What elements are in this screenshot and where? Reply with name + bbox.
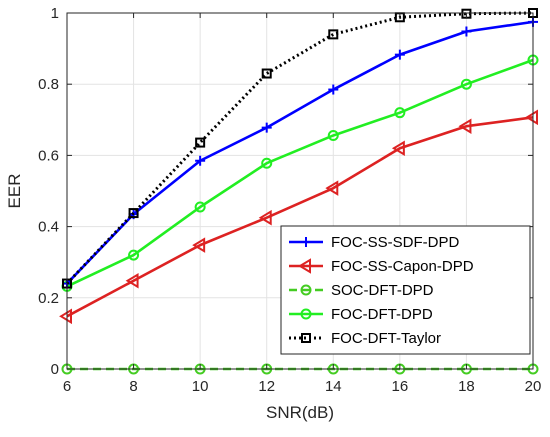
y-tick-label: 1 bbox=[51, 5, 59, 22]
y-tick-label: 0.6 bbox=[38, 147, 59, 164]
data-point bbox=[194, 201, 206, 213]
series-line bbox=[65, 11, 534, 285]
y-tick-label: 0 bbox=[51, 361, 59, 378]
plot-frame bbox=[66, 12, 534, 370]
y-tick-label: 0.4 bbox=[38, 219, 59, 236]
data-point bbox=[258, 209, 272, 226]
x-axis-label: SNR(dB) bbox=[266, 403, 334, 422]
series-line bbox=[66, 20, 534, 285]
x-tick-label: 14 bbox=[325, 378, 342, 395]
ticks: 6 8 10 12 14 16 18 20 0 0.2 0.4 0.6 0.8 1 bbox=[38, 5, 541, 395]
data-point bbox=[461, 26, 472, 37]
x-tick-label: 6 bbox=[63, 378, 71, 395]
y-axis-label: EER bbox=[5, 174, 24, 209]
data-point bbox=[192, 237, 206, 253]
data-point bbox=[195, 155, 206, 166]
legend-swatch-marker bbox=[300, 284, 312, 296]
series-line bbox=[66, 116, 534, 318]
legend-label: FOC-DFT-DPD bbox=[331, 306, 433, 323]
legend-label: FOC-DFT-Taylor bbox=[331, 330, 441, 347]
data-point bbox=[525, 109, 538, 126]
legend-item: FOC-SS-SDF-DPD bbox=[289, 234, 459, 251]
data-point bbox=[261, 122, 272, 133]
data-point bbox=[59, 308, 72, 325]
data-point bbox=[195, 137, 206, 148]
legend-label: FOC-SS-SDF-DPD bbox=[331, 234, 459, 251]
data-point bbox=[261, 157, 273, 169]
legend-item: FOC-DFT-Taylor bbox=[289, 330, 441, 347]
data-point bbox=[128, 208, 139, 219]
data-point bbox=[261, 68, 272, 79]
x-tick-label: 12 bbox=[258, 378, 275, 395]
legend: FOC-SS-SDF-DPD FOC-SS-Capon-DPD SOC-DFT-DP… bbox=[280, 225, 531, 355]
x-tick-label: 16 bbox=[392, 378, 409, 395]
y-tick-label: 0.8 bbox=[38, 76, 59, 93]
legend-item: FOC-SS-Capon-DPD bbox=[289, 258, 474, 275]
data-point bbox=[327, 129, 339, 141]
x-tick-label: 8 bbox=[129, 378, 137, 395]
data-point bbox=[328, 29, 339, 40]
data-point bbox=[391, 140, 405, 157]
data-point bbox=[458, 118, 472, 134]
data-point bbox=[125, 272, 139, 289]
x-tick-label: 10 bbox=[192, 378, 209, 395]
data-point bbox=[328, 84, 339, 95]
legend-item: SOC-DFT-DPD bbox=[289, 282, 434, 299]
legend-swatch-marker bbox=[300, 308, 312, 320]
legend-label: FOC-SS-Capon-DPD bbox=[331, 258, 474, 275]
legend-swatch-marker bbox=[301, 237, 311, 247]
y-tick-label: 0.2 bbox=[38, 290, 59, 307]
x-tick-label: 20 bbox=[525, 378, 542, 395]
x-tick-label: 18 bbox=[458, 378, 475, 395]
series-foc-ss-capon-dpd bbox=[59, 109, 538, 325]
legend-item: FOC-DFT-DPD bbox=[289, 306, 433, 323]
data-point bbox=[394, 49, 405, 60]
data-point bbox=[394, 107, 406, 119]
legend-label: SOC-DFT-DPD bbox=[331, 282, 434, 299]
legend-swatch-marker bbox=[301, 333, 311, 343]
data-point bbox=[325, 180, 339, 196]
legend-swatch-marker bbox=[298, 258, 311, 274]
data-point bbox=[460, 78, 472, 90]
data-point bbox=[128, 249, 140, 261]
series-line bbox=[66, 58, 534, 288]
